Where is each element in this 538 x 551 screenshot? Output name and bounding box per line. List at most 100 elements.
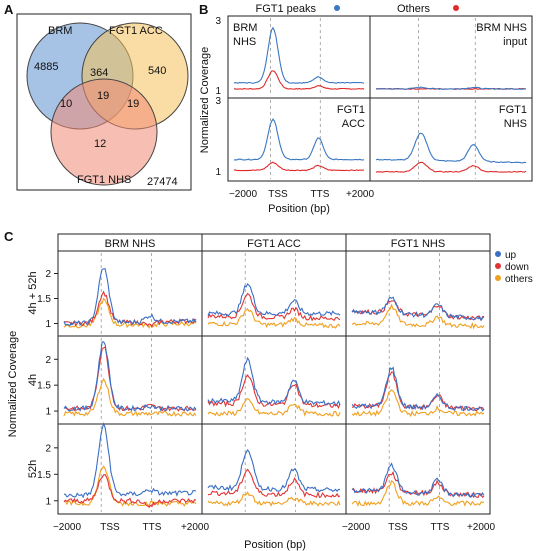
venn-count-brm-acc: 364 — [90, 67, 108, 79]
c-ytick-label: 1 — [45, 407, 51, 418]
b-panel-2-series-others — [233, 161, 365, 172]
panel-c-xtick-left-minus2000: −2000 — [53, 522, 82, 533]
panel-c-xtick-left-plus2000: +2000 — [181, 522, 210, 533]
panel-c-row-title-4h: 4h — [27, 374, 39, 386]
venn-count-outside: 27474 — [147, 176, 178, 188]
panel-b-xtick-plus2000: +2000 — [346, 189, 375, 200]
panel-b-ytick-bottom-1: 1 — [215, 167, 221, 178]
panel-c-col-title-brm-nhs: BRM NHS — [105, 238, 156, 250]
panel-b-ytick-top-3: 3 — [215, 16, 221, 27]
b-panel-3-series-others — [375, 161, 527, 173]
c-panel-0-2-series-up — [351, 296, 485, 322]
c-panel-1-0-series-down — [63, 346, 197, 412]
panel-b-plots — [227, 15, 533, 182]
c-panel-2-2-series-others — [351, 479, 485, 507]
panel-b-title-fgt1-nhs-2: NHS — [504, 118, 527, 130]
legend-b-fgt1-peaks-marker — [334, 5, 340, 11]
c-panel-0-1-series-up — [207, 282, 341, 317]
b-panel-0-series-fgt1-peaks — [233, 26, 365, 84]
venn-count-acc-only: 540 — [148, 65, 166, 77]
panel-c-frame — [57, 233, 491, 515]
c-panel-1-0-series-others — [63, 377, 197, 418]
panel-b-title-fgt1-acc-1: FGT1 — [337, 104, 365, 116]
venn-count-acc-nhs: 19 — [127, 98, 139, 110]
venn-count-nhs-only: 12 — [94, 138, 106, 150]
panel-c-xtick-right-plus2000: +2000 — [467, 522, 496, 533]
panel-b-title-input-2: input — [503, 36, 527, 48]
legend-b-others-marker — [453, 5, 459, 11]
venn-circle-fgt1-nhs — [50, 78, 158, 186]
c-panel-1-1-series-down — [207, 374, 341, 410]
c-ytick-label: 2 — [45, 269, 51, 280]
panel-c-label: C — [4, 229, 14, 244]
venn-count-brm-only: 4885 — [34, 61, 58, 73]
c-panel-2-0-series-down — [63, 474, 197, 509]
venn-label-fgt1-nhs: FGT1 NHS — [77, 174, 131, 186]
panel-c-plots — [57, 233, 491, 515]
legend-c-up-marker — [495, 251, 501, 257]
panel-c-xtick-left-tts: TTS — [143, 522, 162, 533]
c-panel-1-2-series-up — [351, 366, 485, 412]
c-ytick-label: 1.5 — [37, 381, 51, 392]
c-ytick-label: 2 — [45, 443, 51, 454]
legend-c-others-marker — [495, 275, 501, 281]
panel-a-label: A — [4, 2, 14, 17]
panel-c-yticks: 2 1.5 1 2 1.5 1 2 1.5 1 — [37, 269, 58, 507]
c-panel-2-1-series-up — [207, 449, 341, 493]
c-panel-0-1-series-down — [207, 292, 341, 322]
panel-b-xtick-tts: TTS — [311, 189, 330, 200]
b-panel-0-series-others — [233, 70, 365, 90]
venn-label-brm: BRM — [48, 25, 72, 37]
c-panel-0-2-series-others — [351, 303, 485, 330]
panel-b-label: B — [199, 2, 208, 17]
legend-b-others: Others — [397, 3, 431, 15]
b-panel-2-series-fgt1-peaks — [233, 118, 365, 161]
c-ytick-label: 1 — [45, 496, 51, 507]
c-panel-1-1-series-up — [207, 356, 341, 406]
panel-c-col-title-fgt1-nhs: FGT1 NHS — [391, 238, 445, 250]
c-ytick-label: 2 — [45, 355, 51, 366]
panel-b-ytick-bottom-3: 3 — [215, 96, 221, 107]
legend-b-fgt1-peaks: FGT1 peaks — [255, 3, 316, 15]
c-panel-1-2-series-others — [351, 389, 485, 418]
panel-b-ylabel: Normalized Coverage — [199, 47, 211, 153]
b-panel-3-series-fgt1-peaks — [375, 132, 527, 164]
c-ytick-label: 1.5 — [37, 470, 51, 481]
panel-c-xtick-left-tss: TSS — [100, 522, 120, 533]
panel-b-title-input-1: BRM NHS — [476, 22, 527, 34]
legend-c-others: others — [505, 274, 533, 285]
panel-b-xtick-tss: TSS — [268, 189, 288, 200]
panel-c-xtick-right-tss: TSS — [388, 522, 408, 533]
c-panel-1-2-series-down — [351, 371, 485, 411]
panel-c-ylabel: Normalized Coverage — [7, 331, 19, 437]
c-panel-2-0-series-others — [63, 465, 197, 507]
panel-b-title-brm-nhs-1: BRM — [233, 22, 257, 34]
c-panel-2-1-series-others — [207, 491, 341, 507]
panel-b-title-fgt1-acc-2: ACC — [342, 118, 365, 130]
legend-c-up: up — [505, 250, 517, 261]
c-panel-0-1-series-others — [207, 308, 341, 329]
panel-b-title-brm-nhs-2: NHS — [233, 36, 256, 48]
venn-count-all: 19 — [97, 90, 109, 102]
panel-b-xlabel: Position (bp) — [268, 203, 330, 215]
panel-c-xtick-right-tts: TTS — [431, 522, 450, 533]
panel-c-xlabel: Position (bp) — [244, 539, 306, 551]
c-panel-2-1-series-down — [207, 468, 341, 499]
c-ytick-label: 1.5 — [37, 294, 51, 305]
legend-c-down-marker — [495, 263, 501, 269]
b-panel-1-series-fgt1-peaks — [375, 86, 526, 90]
panel-b-title-fgt1-nhs-1: FGT1 — [499, 104, 527, 116]
c-panel-0-0-series-up — [63, 268, 197, 327]
legend-c-down: down — [505, 262, 529, 273]
panel-c-col-title-fgt1-acc: FGT1 ACC — [247, 238, 301, 250]
c-panel-1-1-series-others — [207, 397, 341, 417]
panel-b-ytick-top-1: 1 — [215, 86, 221, 97]
venn-count-brm-nhs: 10 — [60, 98, 72, 110]
c-panel-2-2-series-up — [351, 462, 485, 499]
c-panel-1-0-series-up — [63, 341, 197, 412]
panel-c-row-title-4h-52h: 4h + 52h — [27, 271, 39, 314]
panel-c-row-title-52h: 52h — [27, 460, 39, 478]
panel-b-xtick-minus2000: −2000 — [229, 189, 258, 200]
c-ytick-label: 1 — [45, 319, 51, 330]
panel-c-xtick-right-minus2000: −2000 — [342, 522, 371, 533]
